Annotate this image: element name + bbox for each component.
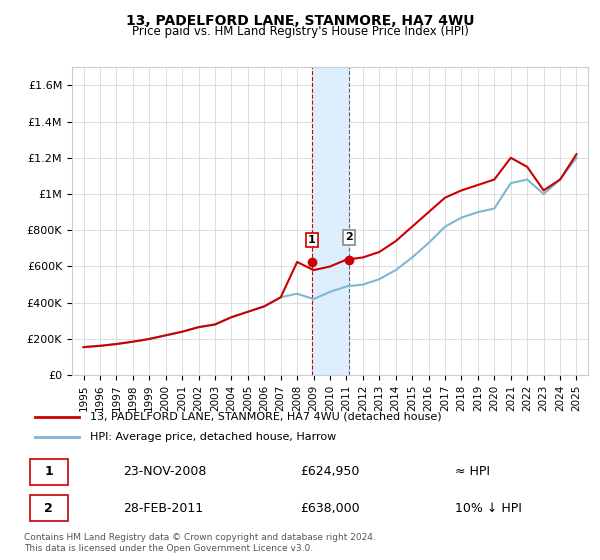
Text: 13, PADELFORD LANE, STANMORE, HA7 4WU (detached house): 13, PADELFORD LANE, STANMORE, HA7 4WU (d… [90, 412, 442, 422]
Text: 2: 2 [345, 232, 353, 242]
Bar [312, 67, 349, 375]
Text: Contains HM Land Registry data © Crown copyright and database right 2024.
This d: Contains HM Land Registry data © Crown c… [24, 533, 376, 553]
FancyBboxPatch shape [29, 496, 68, 521]
Text: HPI: Average price, detached house, Harrow: HPI: Average price, detached house, Harr… [90, 432, 337, 442]
Text: 10% ↓ HPI: 10% ↓ HPI [455, 502, 521, 515]
Text: ≈ HPI: ≈ HPI [455, 465, 490, 478]
Text: £638,000: £638,000 [300, 502, 359, 515]
Text: 23-NOV-2008: 23-NOV-2008 [124, 465, 207, 478]
Text: 1: 1 [308, 235, 316, 245]
Text: 13, PADELFORD LANE, STANMORE, HA7 4WU: 13, PADELFORD LANE, STANMORE, HA7 4WU [126, 14, 474, 28]
Text: Price paid vs. HM Land Registry's House Price Index (HPI): Price paid vs. HM Land Registry's House … [131, 25, 469, 38]
Text: 28-FEB-2011: 28-FEB-2011 [124, 502, 203, 515]
Text: 2: 2 [44, 502, 53, 515]
FancyBboxPatch shape [29, 459, 68, 484]
Text: 1: 1 [44, 465, 53, 478]
Text: £624,950: £624,950 [300, 465, 359, 478]
